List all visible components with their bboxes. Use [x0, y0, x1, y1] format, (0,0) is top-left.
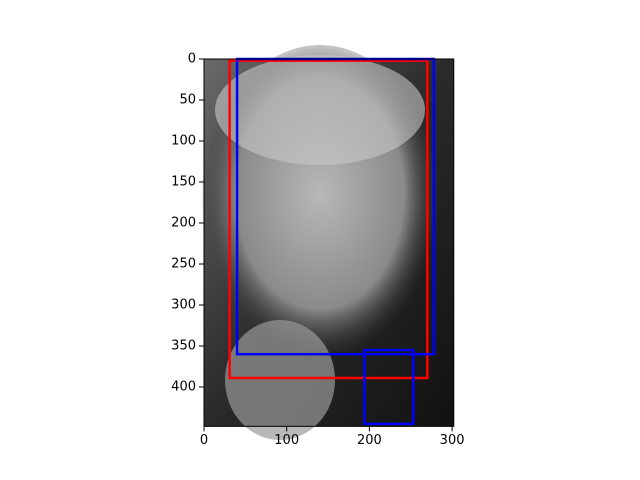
x-tick-label: 200	[357, 433, 382, 448]
y-tick-label: 150	[171, 175, 196, 190]
bounding-box	[228, 59, 429, 380]
x-tick-label: 300	[440, 433, 465, 448]
y-tick-label: 400	[171, 380, 196, 395]
y-tick-label: 250	[171, 257, 196, 272]
y-tick-label: 100	[171, 134, 196, 149]
y-tick-label: 0	[188, 52, 196, 67]
y-tick-label: 300	[171, 298, 196, 313]
x-tick-label: 100	[274, 433, 299, 448]
axes-frame	[203, 58, 455, 427]
photo	[200, 45, 454, 440]
y-tick-label: 50	[179, 93, 196, 108]
y-tick-label: 350	[171, 339, 196, 354]
x-tick-label: 0	[200, 433, 208, 448]
y-tick-label: 200	[171, 216, 196, 231]
bounding-box	[363, 348, 415, 426]
